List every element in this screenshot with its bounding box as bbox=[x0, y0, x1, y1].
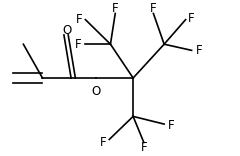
Text: F: F bbox=[195, 44, 202, 57]
Text: O: O bbox=[91, 85, 101, 98]
Text: F: F bbox=[168, 119, 175, 132]
Text: O: O bbox=[62, 24, 72, 37]
Text: F: F bbox=[76, 13, 83, 26]
Text: F: F bbox=[75, 38, 82, 51]
Text: F: F bbox=[150, 2, 157, 15]
Text: F: F bbox=[141, 141, 147, 154]
Text: F: F bbox=[188, 12, 195, 25]
Text: F: F bbox=[112, 2, 119, 15]
Text: F: F bbox=[100, 136, 107, 149]
